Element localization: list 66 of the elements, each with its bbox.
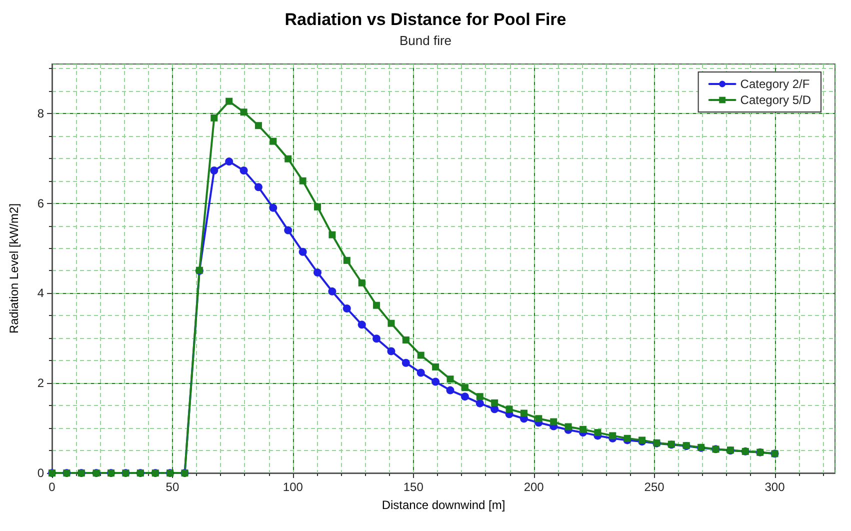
legend-label: Category 5/D bbox=[740, 93, 812, 107]
point bbox=[358, 320, 366, 329]
point bbox=[446, 386, 454, 394]
point bbox=[446, 376, 454, 383]
point bbox=[624, 434, 631, 442]
point bbox=[461, 384, 468, 392]
point bbox=[550, 418, 558, 426]
point bbox=[210, 114, 218, 122]
point bbox=[284, 226, 292, 234]
y-axis-title: Radiation Level [kW/m2] bbox=[7, 203, 21, 334]
point bbox=[388, 320, 395, 327]
x-tick-label: 250 bbox=[644, 480, 665, 494]
point bbox=[609, 432, 616, 440]
point bbox=[594, 429, 602, 436]
point bbox=[476, 399, 484, 408]
point bbox=[358, 279, 366, 286]
point bbox=[432, 363, 440, 370]
point bbox=[402, 336, 410, 344]
point bbox=[520, 410, 528, 417]
point bbox=[299, 177, 306, 184]
point bbox=[506, 406, 513, 413]
chart-title: Radiation vs Distance for Pool Fire bbox=[284, 10, 566, 29]
point bbox=[402, 358, 410, 367]
y-tick-label: 2 bbox=[37, 376, 44, 390]
point bbox=[342, 304, 351, 312]
point bbox=[460, 392, 469, 401]
point bbox=[314, 203, 321, 210]
x-tick-label: 100 bbox=[282, 480, 304, 494]
x-tick-label: 50 bbox=[166, 480, 180, 494]
point bbox=[226, 98, 233, 105]
y-tick-label: 8 bbox=[37, 106, 44, 120]
point bbox=[240, 166, 248, 175]
point bbox=[387, 347, 396, 356]
x-tick-label: 0 bbox=[48, 480, 56, 494]
point bbox=[372, 334, 381, 343]
point bbox=[254, 122, 262, 130]
point bbox=[225, 158, 234, 166]
point bbox=[269, 204, 278, 212]
x-axis-title: Distance downwind [m] bbox=[382, 498, 506, 512]
point bbox=[579, 426, 586, 433]
point bbox=[535, 415, 542, 422]
y-tick-label: 0 bbox=[37, 466, 44, 480]
x-tick-label: 200 bbox=[524, 480, 544, 494]
point bbox=[491, 399, 498, 406]
y-tick-label: 6 bbox=[37, 196, 44, 210]
point bbox=[314, 268, 322, 277]
point bbox=[328, 231, 336, 238]
point bbox=[328, 287, 336, 296]
point bbox=[417, 352, 424, 359]
point bbox=[284, 155, 292, 162]
legend-label: Category 2/F bbox=[740, 77, 810, 91]
point bbox=[343, 256, 350, 264]
point bbox=[298, 248, 307, 256]
x-tick-label: 300 bbox=[764, 480, 786, 494]
chart-subtitle: Bund fire bbox=[399, 33, 452, 48]
x-tick-label: 150 bbox=[403, 480, 424, 494]
point bbox=[270, 138, 277, 145]
point bbox=[240, 108, 248, 116]
point bbox=[254, 183, 262, 192]
y-tick-label: 4 bbox=[37, 286, 44, 300]
point bbox=[476, 393, 484, 400]
point bbox=[373, 302, 380, 309]
point bbox=[210, 166, 218, 175]
point bbox=[416, 368, 425, 377]
point bbox=[432, 378, 440, 386]
point bbox=[564, 423, 572, 430]
